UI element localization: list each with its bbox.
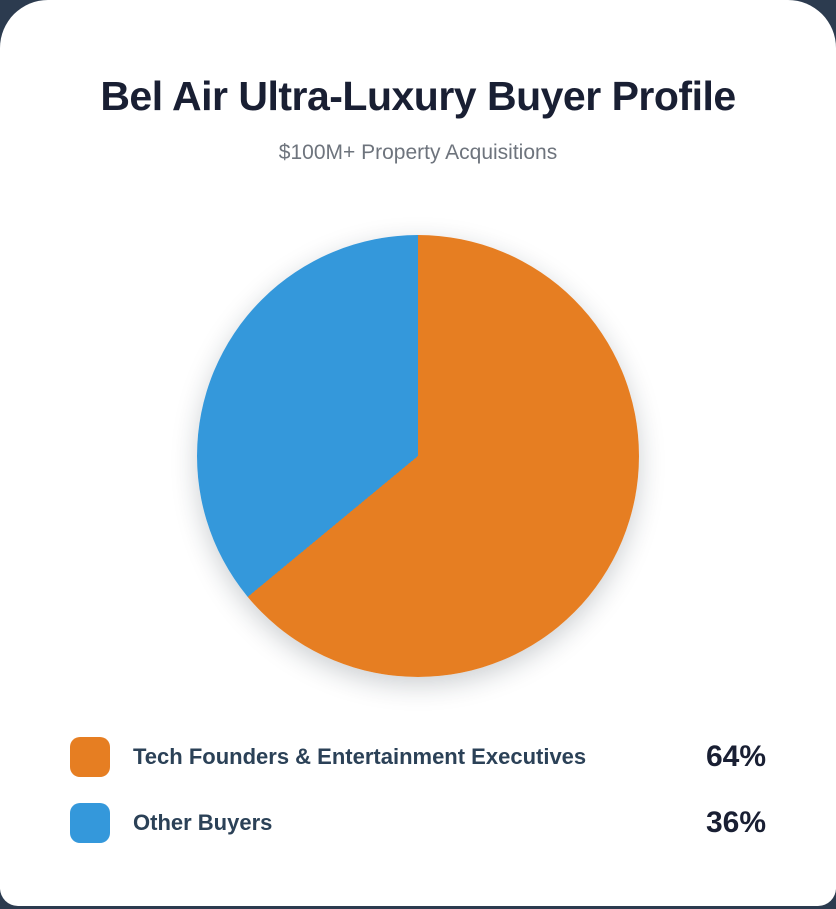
legend-row-tech-founders: Tech Founders & Entertainment Executives… [70,737,766,778]
legend: Tech Founders & Entertainment Executives… [0,737,836,844]
legend-value: 64% [705,740,766,774]
legend-label: Other Buyers [133,810,273,836]
chart-subtitle: $100M+ Property Acquisitions [278,141,558,165]
legend-label: Tech Founders & Entertainment Executives [133,744,587,770]
chart-title: Bel Air Ultra-Luxury Buyer Profile [100,73,736,119]
pie-chart [197,235,639,678]
legend-swatch-orange [70,737,110,778]
legend-value: 36% [705,806,766,840]
legend-swatch-blue [70,803,110,844]
legend-row-other-buyers: Other Buyers 36% [70,803,766,844]
